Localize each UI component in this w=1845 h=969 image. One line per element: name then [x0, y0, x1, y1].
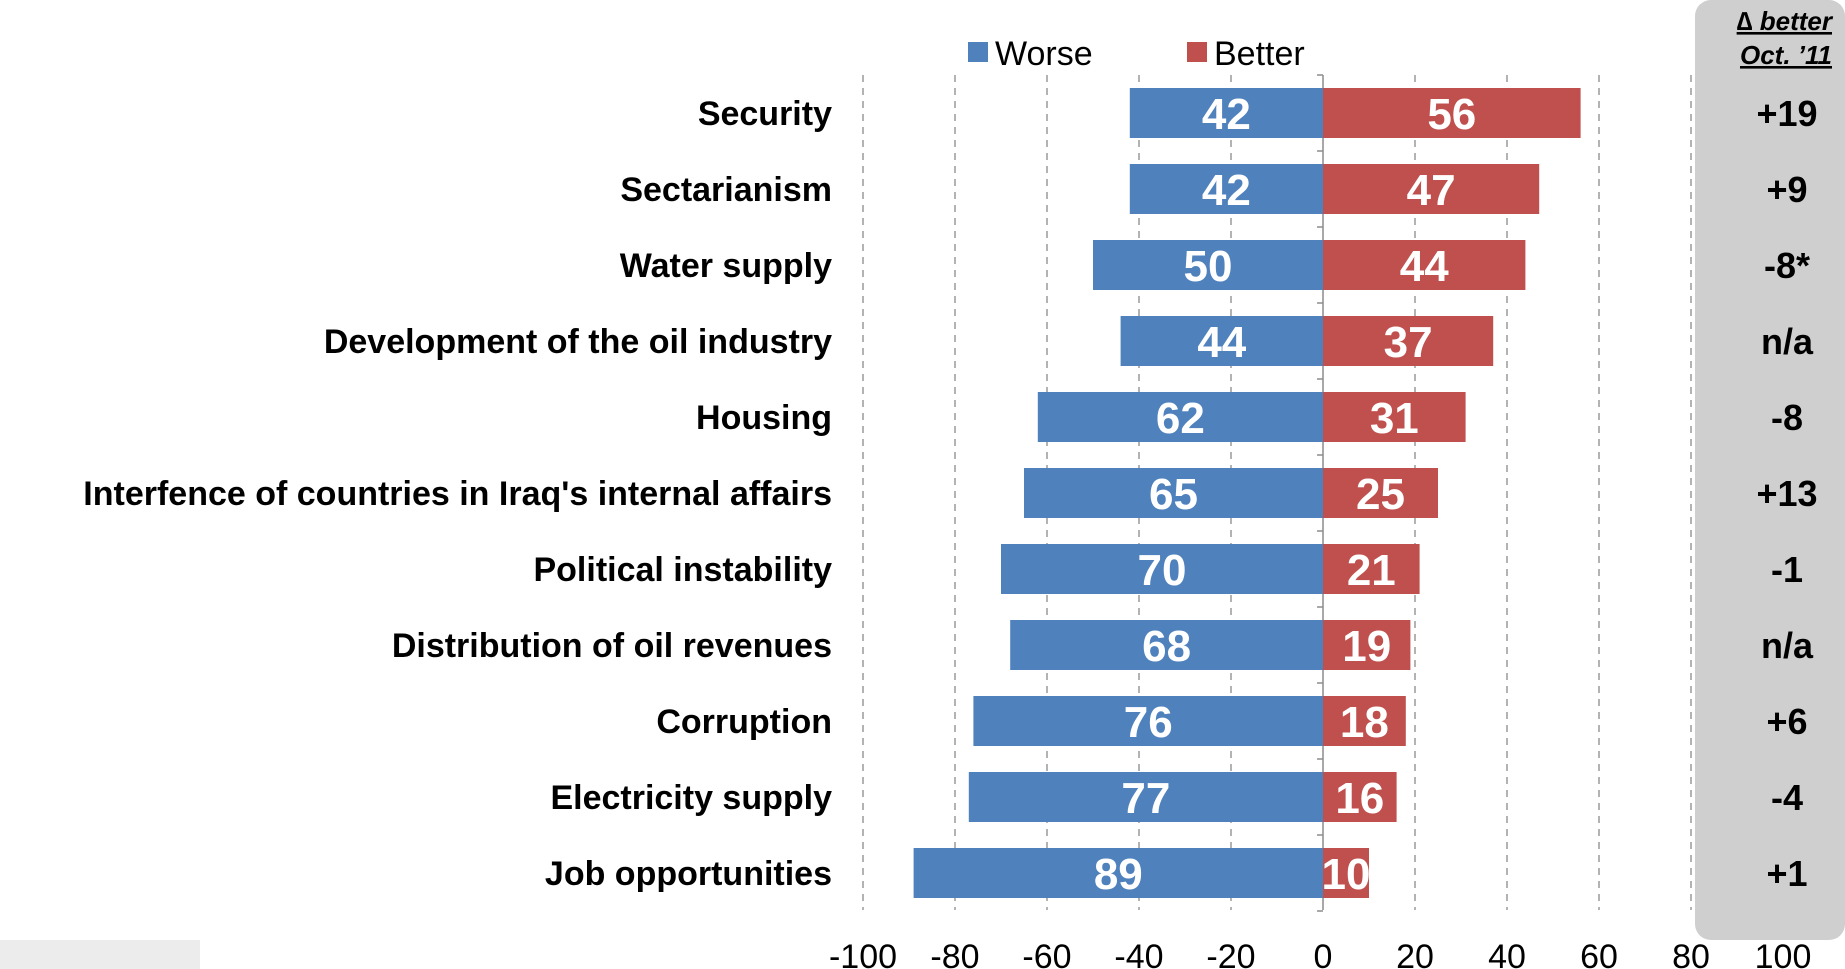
category-labels: Security Sectarianism Water supply Developm…	[83, 95, 832, 893]
category-label: Housing	[696, 399, 832, 437]
x-tick-label: 20	[1396, 938, 1434, 969]
bar-worse-label: 62	[1156, 394, 1205, 443]
bar-worse	[973, 696, 1323, 746]
bar-worse	[1129, 164, 1323, 214]
delta-panel: ∆ better Oct. ’11	[1695, 0, 1845, 940]
legend-swatch-better	[1187, 42, 1207, 62]
bar-better	[1323, 468, 1438, 518]
bar-worse	[1001, 544, 1323, 594]
bar-worse-label: 89	[1094, 850, 1143, 899]
category-label: Electricity supply	[550, 779, 832, 817]
bar-better	[1323, 772, 1397, 822]
bar-worse	[968, 772, 1323, 822]
bar-worse-label: 65	[1149, 470, 1198, 519]
bar-worse-label: 42	[1202, 90, 1251, 139]
bar-better	[1323, 544, 1420, 594]
category-label: Development of the oil industry	[324, 323, 832, 361]
delta-value: +13	[1756, 473, 1817, 514]
x-tick-label: 40	[1488, 938, 1526, 969]
bar-better-label: 37	[1384, 318, 1433, 367]
legend-label-better: Better	[1214, 35, 1305, 73]
x-tick-label: -20	[1206, 938, 1255, 969]
x-tick-label: 60	[1580, 938, 1618, 969]
x-tick-label: 100	[1755, 938, 1812, 969]
bar-worse-label: 70	[1138, 546, 1187, 595]
x-tick-label: -60	[1022, 938, 1071, 969]
bar-better	[1323, 696, 1406, 746]
bar-worse-label: 50	[1184, 242, 1233, 291]
delta-value: -1	[1771, 549, 1803, 590]
bar-better	[1323, 240, 1526, 290]
category-label: Distribution of oil revenues	[392, 627, 832, 665]
bar-worse	[1024, 468, 1323, 518]
bar-worse	[913, 848, 1323, 898]
delta-value: +1	[1766, 853, 1807, 894]
x-axis-ticks: -100 -80 -60 -40 -20 0 20 40 60 80 100	[829, 938, 1811, 969]
delta-value: -8*	[1764, 245, 1810, 286]
category-label: Water supply	[620, 247, 832, 285]
bar-worse-label: 76	[1124, 698, 1173, 747]
x-tick-label: 80	[1672, 938, 1710, 969]
delta-value: -4	[1771, 777, 1803, 818]
bar-better-label: 31	[1370, 394, 1419, 443]
bar-better	[1323, 620, 1411, 670]
bar-worse	[1093, 240, 1323, 290]
category-label: Political instability	[533, 551, 832, 589]
bar-worse-label: 68	[1142, 622, 1191, 671]
legend-label-worse: Worse	[995, 35, 1093, 73]
bar-better-label: 18	[1340, 698, 1389, 747]
bar-better	[1323, 392, 1466, 442]
bar-better-label: 21	[1347, 546, 1396, 595]
delta-value: +19	[1756, 93, 1817, 134]
bar-better-label: 44	[1400, 242, 1449, 291]
delta-header-line2: Oct. ’11	[1740, 40, 1832, 70]
legend-swatch-worse	[968, 42, 988, 62]
x-tick-label: -100	[829, 938, 897, 969]
x-tick-label: 0	[1314, 938, 1333, 969]
bar-worse-label: 42	[1202, 166, 1251, 215]
delta-value: +9	[1766, 169, 1807, 210]
bar-better	[1323, 316, 1494, 366]
delta-value: n/a	[1761, 625, 1814, 666]
delta-header-line1: ∆ better	[1737, 6, 1834, 36]
bar-worse-label: 44	[1197, 318, 1246, 367]
x-tick-label: -80	[930, 938, 979, 969]
bar-better	[1323, 88, 1581, 138]
bar-better	[1323, 164, 1540, 214]
logo	[0, 940, 200, 969]
category-label: Corruption	[656, 703, 832, 741]
delta-value: +6	[1766, 701, 1807, 742]
bar-better-label: 56	[1427, 90, 1476, 139]
category-label: Job opportunities	[545, 855, 832, 893]
bar-worse	[1037, 392, 1323, 442]
bars: 42 56 42 47 50 44 44 37 62 31 65 25 70 21 68 19 76 18 77 16…	[913, 88, 1581, 899]
bar-worse	[1129, 88, 1323, 138]
bar-worse	[1010, 620, 1323, 670]
bar-better-label: 25	[1356, 470, 1405, 519]
delta-value: n/a	[1761, 321, 1814, 362]
bar-better-label: 16	[1335, 774, 1384, 823]
bar-worse-label: 77	[1121, 774, 1170, 823]
bar-better	[1323, 848, 1369, 898]
legend: Worse Better	[968, 35, 1305, 73]
bar-better-label: 47	[1407, 166, 1456, 215]
delta-panel-background	[1695, 0, 1845, 940]
delta-value: -8	[1771, 397, 1803, 438]
x-tick-label: -40	[1114, 938, 1163, 969]
category-label: Sectarianism	[620, 171, 832, 209]
delta-values: +19 +9 -8* n/a -8 +13 -1 n/a +6 -4 +1	[1756, 93, 1817, 894]
bar-better-label: 19	[1342, 622, 1391, 671]
bar-better-label: 10	[1322, 850, 1371, 899]
bar-worse	[1120, 316, 1323, 366]
category-label: Interfence of countries in Iraq's intern…	[83, 475, 832, 513]
category-label: Security	[698, 95, 832, 133]
